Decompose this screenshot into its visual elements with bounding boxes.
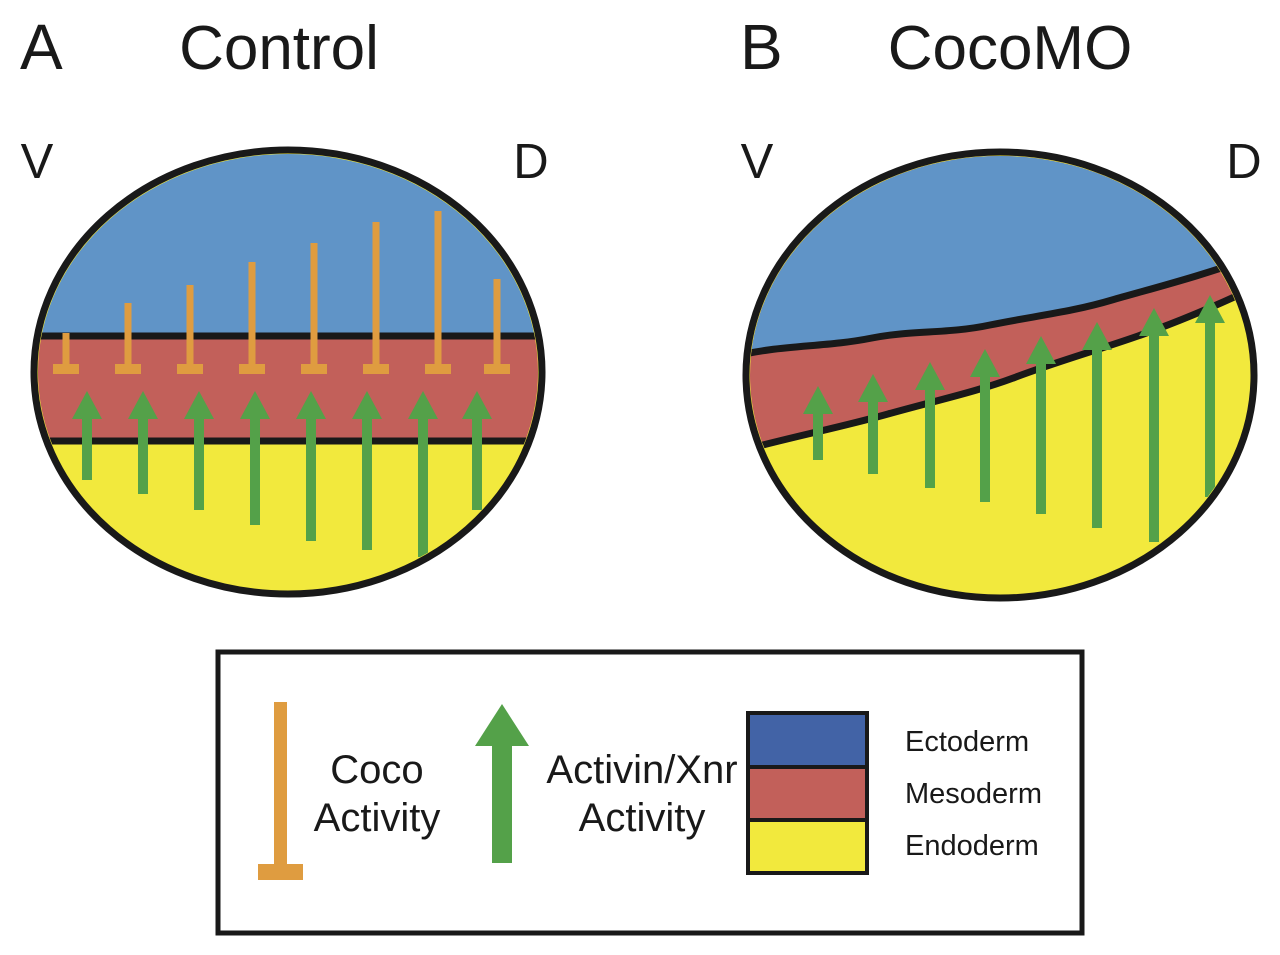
activin-activity-arrow-head xyxy=(128,391,158,419)
activin-activity-arrow-shaft xyxy=(82,416,92,480)
activin-activity-arrow-shaft xyxy=(250,416,260,525)
activin-activity-arrow-head xyxy=(296,391,326,419)
panel-a: A Control V D xyxy=(20,11,549,598)
coco-activity-bar-foot xyxy=(177,364,203,374)
activin-activity-arrow-head xyxy=(462,391,492,419)
activin-activity-arrow-head xyxy=(1026,336,1056,364)
coco-activity-label-line1: Coco xyxy=(330,748,423,792)
coco-activity-bar-shaft xyxy=(124,303,132,367)
panel-a-ectoderm-region xyxy=(38,154,538,336)
coco-activity-bar-foot xyxy=(425,364,451,374)
coco-activity-bar-foot xyxy=(239,364,265,374)
activin-activity-arrow-head xyxy=(184,391,214,419)
coco-activity-bar-foot xyxy=(484,364,510,374)
endoderm-swatch xyxy=(746,818,869,875)
activin-activity-arrow-shaft xyxy=(813,411,823,460)
coco-activity-label-line2: Activity xyxy=(314,796,441,840)
coco-activity-bar-shaft xyxy=(493,279,501,367)
ectoderm-label: Ectoderm xyxy=(905,726,1029,758)
coco-activity-bar-foot xyxy=(115,364,141,374)
coco-activity-bar-foot xyxy=(301,364,327,374)
activin-activity-arrow-shaft xyxy=(1092,347,1102,528)
activin-activity-arrow-head xyxy=(803,386,833,414)
coco-bar-shaft xyxy=(274,702,287,866)
activin-activity-arrow-head xyxy=(408,391,438,419)
activin-activity-arrow-shaft xyxy=(194,416,204,510)
coco-activity-bar-shaft xyxy=(434,211,442,367)
endoderm-label: Endoderm xyxy=(905,830,1039,862)
activin-activity-arrow-head xyxy=(1082,322,1112,350)
panel-b-embryo-outline xyxy=(742,148,1258,602)
coco-activity-bar-foot xyxy=(53,364,79,374)
panel-a-embryo-outline xyxy=(30,146,546,598)
activin-activity-arrow-shaft xyxy=(1205,320,1215,497)
activin-activity-arrow-head xyxy=(915,362,945,390)
panel-b-dorsal-label: D xyxy=(1226,135,1261,189)
activin-arrow-shaft xyxy=(492,743,512,863)
activin-arrow-head xyxy=(475,704,529,746)
coco-bar-foot xyxy=(258,864,303,880)
activin-activity-arrow-head xyxy=(858,374,888,402)
coco-activity-bar-shaft xyxy=(310,243,318,367)
activin-activity-arrow-head xyxy=(72,391,102,419)
ectoderm-swatch xyxy=(746,711,869,769)
activin-activity-arrow-shaft xyxy=(868,399,878,474)
panel-a-letter: A xyxy=(20,11,63,83)
activin-activity-arrow-head xyxy=(240,391,270,419)
coco-activity-bar-shaft xyxy=(186,285,194,367)
panel-b-ventral-label: V xyxy=(741,135,774,189)
panel-a-ventral-label: V xyxy=(21,135,54,189)
panel-b: B CocoMO V D xyxy=(740,11,1262,602)
activin-activity-arrow-head xyxy=(1139,308,1169,336)
coco-activity-bar-foot xyxy=(363,364,389,374)
activin-activity-arrow-shaft xyxy=(980,374,990,502)
mesoderm-label: Mesoderm xyxy=(905,778,1042,810)
coco-activity-bar-shaft xyxy=(62,333,70,367)
legend: Coco Activity Activin/Xnr Activity Ectod… xyxy=(215,649,1085,936)
panel-b-ectoderm-region xyxy=(750,156,1250,358)
coco-activity-bar-shaft xyxy=(248,262,256,367)
activin-activity-label-line1: Activin/Xnr xyxy=(546,748,737,792)
activin-activity-arrow-shaft xyxy=(362,416,372,550)
panel-a-coco-bars xyxy=(53,211,510,374)
panel-a-mesoderm-region xyxy=(38,336,538,441)
activin-activity-arrow-shaft xyxy=(138,416,148,494)
coco-activity-bar-shaft xyxy=(372,222,380,367)
activin-activity-arrow-head xyxy=(352,391,382,419)
panel-b-letter: B xyxy=(740,11,783,83)
panel-b-title: CocoMO xyxy=(888,14,1133,83)
panel-b-activin-arrows xyxy=(803,295,1225,542)
legend-box xyxy=(215,649,1085,936)
panel-b-meso-endo-boundary xyxy=(750,282,1250,456)
activin-activity-arrow-shaft xyxy=(1036,361,1046,514)
activin-activity-arrow-shaft xyxy=(925,387,935,488)
activin-activity-label-line2: Activity xyxy=(579,796,706,840)
mesoderm-swatch xyxy=(746,765,869,822)
activin-activity-arrow-head xyxy=(1195,295,1225,323)
coco-inhibition-bar-icon xyxy=(258,702,303,880)
panel-a-activin-arrows xyxy=(72,391,492,557)
activin-activity-arrow-shaft xyxy=(472,416,482,510)
panel-b-ecto-meso-boundary xyxy=(750,250,1250,362)
panel-a-title: Control xyxy=(179,14,379,83)
activin-activity-arrow-shaft xyxy=(306,416,316,541)
activin-activity-arrow-shaft xyxy=(1149,333,1159,542)
panel-a-dorsal-label: D xyxy=(513,135,548,189)
activin-activity-arrow-shaft xyxy=(418,416,428,557)
activin-activity-arrow-head xyxy=(970,349,1000,377)
activin-arrow-icon xyxy=(475,704,529,863)
